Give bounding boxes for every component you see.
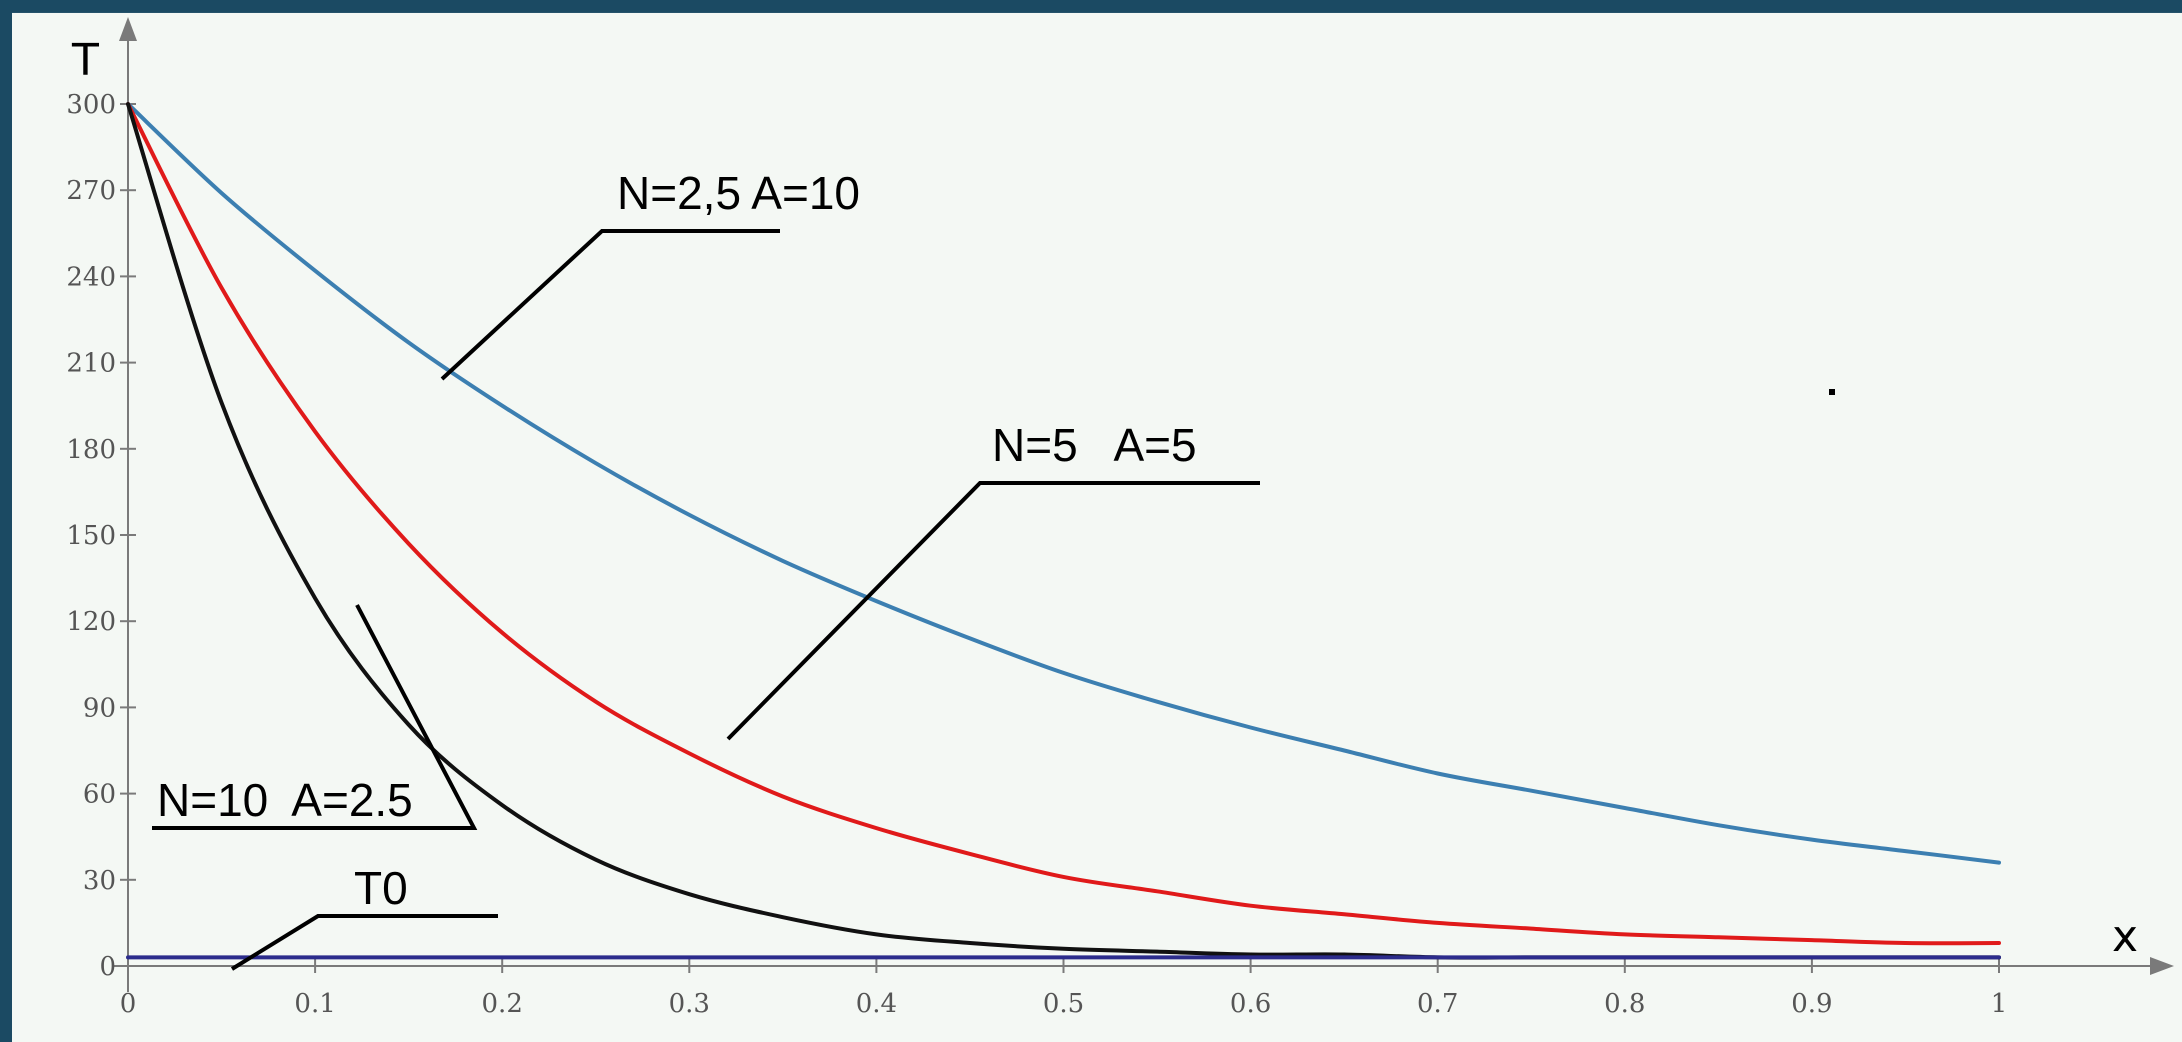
y-tick-label: 210 bbox=[66, 349, 116, 379]
chart-frame: 0 0.1 0.2 0.3 0.4 0.5 0.6 0.7 0.8 0.9 1 0 30 60 90 120 1… bbox=[12, 12, 2182, 1042]
x-tick-label: 0.8 bbox=[1604, 989, 1645, 1019]
curve-n2-5-a10 bbox=[126, 102, 2001, 865]
x-tick-label: 0.3 bbox=[669, 989, 710, 1019]
y-tick-label: 270 bbox=[66, 176, 116, 206]
label-t0-leader bbox=[230, 914, 498, 971]
x-tick-label: 0.5 bbox=[1043, 989, 1084, 1019]
label-n10-a2-5-leader bbox=[152, 604, 478, 830]
label-t0: T0 bbox=[354, 862, 408, 914]
y-tick-label: 0 bbox=[99, 952, 116, 982]
y-axis-title: T bbox=[71, 35, 99, 86]
y-tick-label: 60 bbox=[83, 780, 116, 810]
label-n2-5-a10: N=2,5 A=10 bbox=[617, 167, 860, 219]
label-n10-a2-5: N=10 A=2.5 bbox=[157, 774, 413, 826]
y-tick-label: 120 bbox=[66, 607, 116, 637]
x-tick-label: 0.9 bbox=[1791, 989, 1832, 1019]
x-tick-label: 1 bbox=[1991, 989, 2008, 1019]
label-n5-a5-leader bbox=[726, 481, 1260, 741]
y-tick-label: 90 bbox=[83, 693, 116, 723]
x-axis-title: x bbox=[2112, 911, 2138, 962]
x-tick-label: 0.7 bbox=[1417, 989, 1458, 1019]
x-tick-label: 0.2 bbox=[482, 989, 523, 1019]
x-tick-label: 0.6 bbox=[1230, 989, 1271, 1019]
curve-n5-a5 bbox=[126, 102, 2001, 946]
y-tick-label: 240 bbox=[66, 262, 116, 292]
stray-dot bbox=[1829, 389, 1835, 395]
y-tick-label: 300 bbox=[66, 90, 116, 120]
label-n2-5-a10-leader bbox=[440, 229, 780, 381]
line-chart: 0 0.1 0.2 0.3 0.4 0.5 0.6 0.7 0.8 0.9 1 0 30 60 90 120 1… bbox=[66, 17, 2174, 1019]
y-axis-arrow bbox=[119, 17, 137, 41]
x-tick-label: 0.4 bbox=[856, 989, 897, 1019]
label-n5-a5: N=5 A=5 bbox=[992, 419, 1197, 471]
x-tick-label: 0 bbox=[120, 989, 137, 1019]
x-tick-label: 0.1 bbox=[294, 989, 335, 1019]
y-tick-label: 30 bbox=[83, 866, 116, 896]
y-tick-label: 150 bbox=[66, 521, 116, 551]
y-tick-label: 180 bbox=[66, 435, 116, 465]
x-axis-arrow bbox=[2150, 957, 2174, 975]
